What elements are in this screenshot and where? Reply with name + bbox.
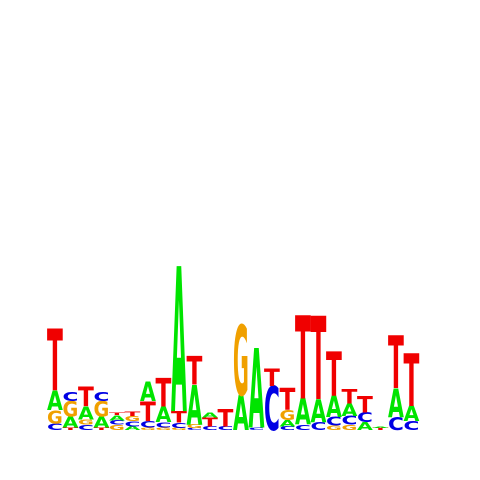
logo-letter-C-pos-1: C — [47, 422, 63, 432]
logo-letter-C-pos-5: C — [109, 419, 125, 426]
logo-letter-G-pos-5: G — [109, 424, 125, 432]
logo-letter-G-pos-4: G — [94, 397, 110, 422]
logo-letter-T-pos-6: T — [125, 411, 141, 418]
logo-letter-A-pos-6: A — [125, 425, 142, 431]
logo-letter-C-pos-18: C — [311, 420, 327, 433]
logo-letter-G-pos-8: G — [156, 427, 172, 431]
logo-letter-G-pos-7: G — [140, 427, 156, 431]
logo-letter-T-pos-18: T — [311, 294, 327, 427]
logo-letter-C-pos-15: C — [264, 374, 280, 445]
logo-letter-C-pos-11: C — [202, 425, 218, 431]
logo-letter-C-pos-23: C — [388, 413, 404, 435]
logo-letter-T-pos-4: T — [94, 427, 111, 431]
logo-letter-A-pos-22: A — [373, 426, 390, 428]
logo-letter-A-pos-2: A — [63, 414, 79, 432]
logo-letter-A-pos-24: A — [404, 402, 420, 426]
logo-letter-A-pos-10: A — [187, 374, 203, 437]
logo-letter-C-pos-17: C — [295, 423, 311, 432]
logo-letter-G-pos-10: G — [187, 424, 203, 429]
logo-letter-T-pos-23: T — [388, 321, 404, 406]
logo-letter-T-pos-17: T — [295, 293, 311, 426]
logo-letter-C-pos-12: C — [218, 425, 234, 431]
logo-letter-A-pos-14: A — [249, 329, 265, 454]
logo-letter-C-pos-4: C — [94, 391, 110, 405]
logo-letter-C-pos-24: C — [404, 420, 420, 434]
logo-letter-T-pos-12: T — [218, 404, 235, 433]
logo-letter-G-pos-2: G — [63, 397, 79, 422]
logo-letter-A-pos-19: A — [326, 390, 342, 423]
logo-letter-T-pos-2: T — [63, 427, 80, 431]
logo-letter-G-pos-1: G — [47, 408, 63, 428]
logo-letter-A-pos-13: A — [233, 386, 249, 442]
logo-letter-A-pos-9: A — [171, 228, 187, 459]
logo-letter-A-pos-18: A — [311, 394, 327, 431]
logo-letter-T-pos-24: T — [404, 338, 420, 423]
logo-letter-C-pos-20: C — [342, 414, 358, 428]
logo-letter-T-pos-9: T — [171, 408, 187, 426]
logo-letter-A-pos-20: A — [342, 402, 358, 421]
logo-letter-C-pos-21: C — [357, 410, 373, 426]
logo-letter-A-pos-8: A — [156, 403, 172, 427]
logo-letter-A-pos-4: A — [94, 414, 110, 432]
logo-letter-C-pos-19: C — [326, 415, 342, 429]
logo-letter-G-pos-20: G — [342, 424, 358, 432]
logo-letter-T-pos-10: T — [187, 348, 203, 394]
logo-letter-T-pos-21: T — [357, 393, 373, 418]
logo-letter-A-pos-5: A — [109, 414, 125, 422]
logo-letter-T-pos-22: T — [373, 427, 390, 430]
logo-letter-T-pos-20: T — [342, 386, 358, 409]
logo-letter-G-pos-16: G — [280, 408, 296, 423]
logo-letter-T-pos-3: T — [78, 382, 95, 413]
logo-letter-A-pos-23: A — [388, 382, 404, 427]
logo-letter-A-pos-21: A — [357, 420, 373, 433]
logo-letter-A-pos-16: A — [280, 418, 297, 429]
logo-letter-C-pos-14: C — [249, 427, 265, 431]
logo-letter-A-pos-7: A — [140, 376, 156, 408]
logo-letter-G-pos-6: G — [125, 415, 141, 423]
logo-letter-C-pos-2: C — [63, 391, 79, 405]
logo-letter-C-pos-9: C — [171, 421, 187, 430]
logo-letter-A-pos-17: A — [295, 392, 311, 434]
logo-letter-C-pos-6: C — [125, 420, 141, 429]
logo-letter-C-pos-7: C — [140, 419, 156, 429]
logo-letter-T-pos-7: T — [140, 396, 157, 427]
logo-letter-G-pos-3: G — [78, 418, 94, 426]
logo-letter-T-pos-8: T — [156, 370, 172, 416]
logo-letter-C-pos-10: C — [187, 427, 203, 431]
logo-letter-T-pos-11: T — [202, 416, 218, 430]
logo-letter-T-pos-16: T — [280, 383, 296, 418]
logo-letter-G-pos-13: G — [233, 306, 249, 418]
logo-letter-T-pos-19: T — [326, 340, 342, 410]
logo-letter-A-pos-1: A — [47, 385, 63, 417]
logo-letter-A-pos-11: A — [202, 411, 218, 419]
logo-letter-C-pos-8: C — [156, 421, 172, 430]
logo-letter-A-pos-3: A — [78, 403, 94, 424]
logo-letter-T-pos-5: T — [109, 412, 126, 415]
logo-letter-G-pos-19: G — [326, 425, 342, 432]
logo-letter-T-pos-15: T — [264, 364, 281, 393]
logo-letter-C-pos-16: C — [280, 425, 296, 431]
logo-letter-G-pos-9: G — [171, 427, 187, 430]
logo-letter-C-pos-3: C — [78, 423, 94, 432]
logo-letter-T-pos-1: T — [47, 313, 63, 411]
